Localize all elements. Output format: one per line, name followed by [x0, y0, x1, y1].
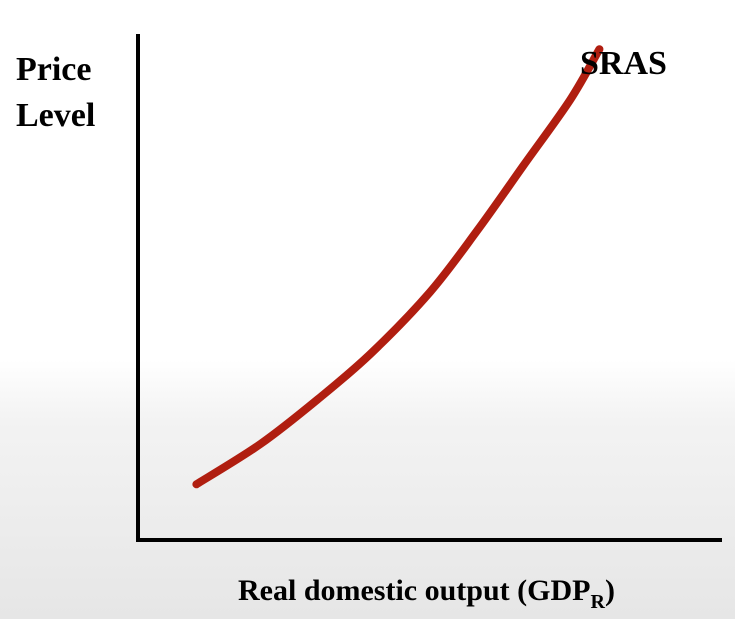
x-axis-label-subscript: R: [590, 591, 605, 613]
y-axis-label-line-2: Level: [16, 97, 95, 134]
y-axis-label-line-1: Price: [16, 51, 92, 88]
x-axis-label-close: ): [605, 574, 615, 607]
sras-curve: [192, 45, 604, 489]
x-axis-label-main: Real domestic output (GDP: [238, 574, 590, 607]
sras-series-label: SRAS: [580, 45, 667, 82]
x-axis-label: Real domestic output (GDPR): [238, 574, 615, 613]
